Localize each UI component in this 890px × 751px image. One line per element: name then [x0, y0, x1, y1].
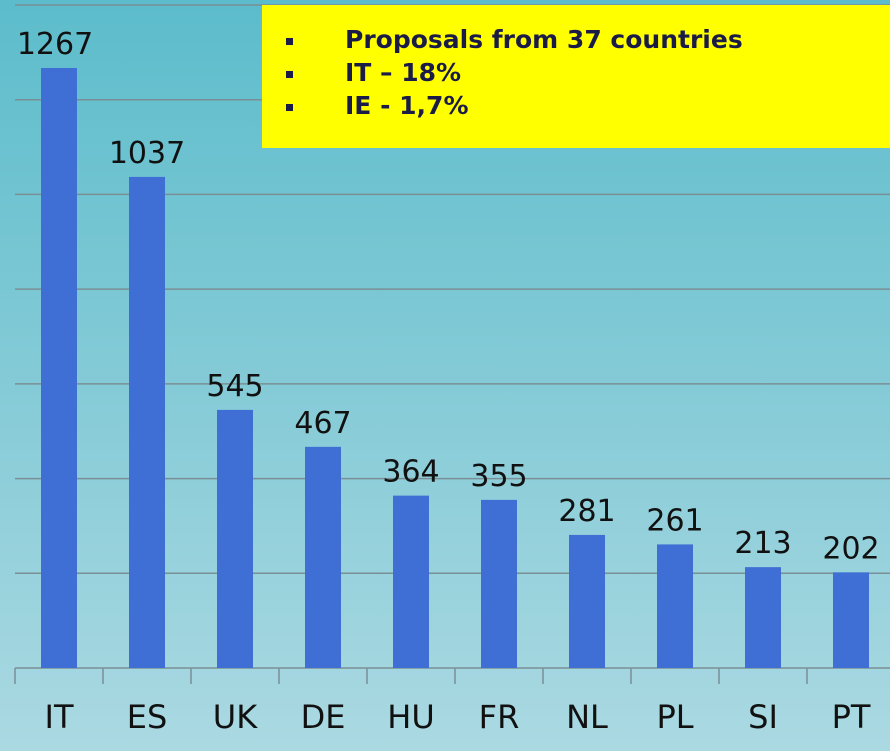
bar — [657, 544, 693, 668]
bar — [569, 534, 605, 668]
x-tick-label: FR — [479, 698, 520, 736]
value-label: 355 — [470, 459, 527, 494]
value-label: 281 — [558, 494, 615, 529]
annotation-text: IE - 1,7% — [345, 91, 469, 120]
bar — [745, 567, 781, 668]
value-label: 213 — [734, 526, 791, 561]
bar — [481, 499, 517, 668]
value-label: 364 — [382, 455, 439, 490]
annotation-text: Proposals from 37 countries — [345, 25, 743, 54]
value-label: 1267 — [17, 27, 93, 62]
bar — [393, 495, 429, 668]
bullet — [286, 104, 293, 111]
bar — [129, 176, 165, 668]
annotation-text: IT – 18% — [345, 58, 461, 87]
x-tick-label: DE — [301, 698, 346, 736]
bullet — [286, 38, 293, 45]
value-label: 202 — [822, 531, 879, 566]
value-label: 545 — [206, 369, 263, 404]
value-label: 1037 — [109, 136, 185, 171]
value-label: 467 — [294, 406, 351, 441]
value-label: 261 — [646, 503, 703, 538]
bar — [305, 446, 341, 668]
x-tick-label: SI — [748, 698, 778, 736]
bar — [217, 409, 253, 668]
bar — [833, 572, 869, 668]
x-tick-label: HU — [387, 698, 434, 736]
x-tick-label: IT — [45, 698, 74, 736]
annotation-box — [262, 5, 890, 148]
x-tick-label: UK — [213, 698, 258, 736]
x-tick-label: PT — [832, 698, 871, 736]
bar — [41, 67, 77, 669]
x-tick-label: PL — [656, 698, 693, 736]
bullet — [286, 71, 293, 78]
x-tick-label: ES — [127, 698, 168, 736]
x-tick-label: NL — [566, 698, 608, 736]
